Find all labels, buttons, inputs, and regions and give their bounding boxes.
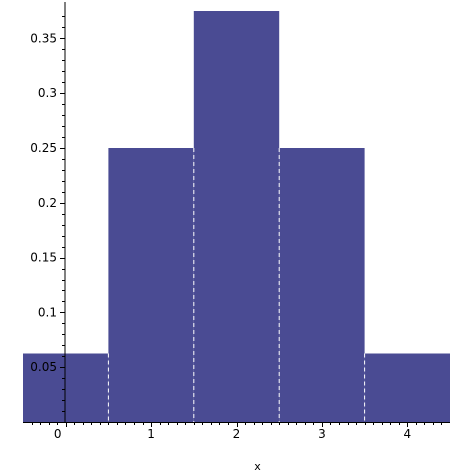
x-tick-label: 1 [147,427,155,441]
ticks-layer [32,16,442,427]
x-tick-label: 3 [318,427,326,441]
histogram-bar-4 [364,353,450,422]
x-tick-label: 0 [54,427,62,441]
y-tick-label: 0.3 [38,86,57,100]
y-tick-label: 0.05 [30,360,57,374]
x-axis-title: x [254,460,261,473]
histogram-bar-2 [193,11,280,422]
bin-edges-layer [107,148,366,422]
y-tick-label: 0.25 [30,141,57,155]
histogram-bar-1 [108,148,194,422]
y-tick-label: 0.2 [38,196,57,210]
x-tick-label: 4 [403,427,411,441]
tick-labels-layer: 0.05 0.1 0.15 0.2 0.25 0.3 0.35 0 1 2 3 4 [30,31,411,441]
bars-layer [23,11,450,422]
y-tick-label: 0.1 [38,305,57,319]
y-tick-label: 0.15 [30,251,57,265]
histogram-bar-3 [279,148,365,422]
histogram-bar-0 [23,353,109,422]
x-tick-label: 2 [233,427,241,441]
y-tick-label: 0.35 [30,31,57,45]
